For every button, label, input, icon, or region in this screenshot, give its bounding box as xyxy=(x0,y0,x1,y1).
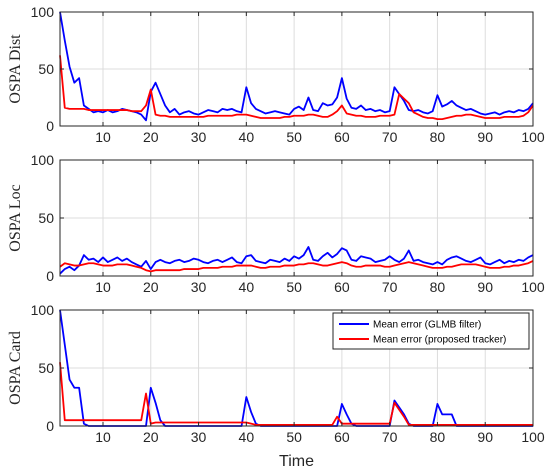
ospa-dist-xtick-label: 90 xyxy=(477,129,493,145)
ospa-card-series-red-line xyxy=(59,362,533,426)
ospa-dist-xtick-label: 30 xyxy=(191,129,207,145)
ospa-card-ytick-label: 100 xyxy=(31,302,55,318)
ospa-card-ytick-label: 0 xyxy=(46,418,54,434)
ospa-loc-series-red-line xyxy=(59,260,534,273)
ospa-dist-panel: 10 20 30 40 50 60 70 80 90 100 0 50 100 OSPA Dist xyxy=(7,4,545,145)
ospa-card-panel: 10 20 30 40 50 60 70 80 90 100 0 50 100 OSPA Card Time… xyxy=(7,302,545,470)
ospa-card-xtick-label: 30 xyxy=(191,429,207,445)
ospa-dist-ytick-label: 100 xyxy=(31,4,55,20)
ospa-dist-xtick-label: 20 xyxy=(143,129,159,145)
ospa-dist-xtick-label: 40 xyxy=(239,129,255,145)
ospa-dist-xtick-label: 70 xyxy=(382,129,398,145)
ospa-card-xtick-label: 60 xyxy=(334,429,350,445)
ospa-loc-xtick-label: 30 xyxy=(191,279,207,295)
ospa-loc-ytick-label: 0 xyxy=(46,268,54,284)
ospa-card-xtick-label: 20 xyxy=(143,429,159,445)
ospa-dist-xtick-label: 50 xyxy=(286,129,302,145)
ospa-loc-xtick-label: 100 xyxy=(521,279,545,295)
ospa-dist-ytick-label: 50 xyxy=(38,61,54,77)
ospa-dist-xtick-label: 80 xyxy=(430,129,446,145)
ospa-card-ytick-label: 50 xyxy=(38,360,54,376)
ospa-card-xtick-label: 50 xyxy=(286,429,302,445)
ospa-loc-xtick-label: 40 xyxy=(239,279,255,295)
ospa-loc-xtick-label: 50 xyxy=(286,279,302,295)
ospa-dist-xtick-label: 10 xyxy=(95,129,111,145)
ospa-dist-series-red-line xyxy=(59,55,534,121)
ospa-dist-xtick-label: 60 xyxy=(334,129,350,145)
ospa-card-xtick-label: 80 xyxy=(430,429,446,445)
ospa-card-xtick-label: 40 xyxy=(239,429,255,445)
ospa-loc-panel: 10 20 30 40 50 60 70 80 90 100 0 50 100 OSPA Loc xyxy=(7,152,545,295)
ospa-card-y-axis-label: OSPA Card xyxy=(7,331,24,405)
ospa-card-xtick-label: 90 xyxy=(477,429,493,445)
ospa-loc-ytick-label: 50 xyxy=(38,210,54,226)
ospa-dist-series-blue-line xyxy=(59,11,534,122)
ospa-card-xtick-label: 10 xyxy=(95,429,111,445)
ospa-card-legend: Mean error (GLMB filter) Mean error (prop… xyxy=(332,312,530,350)
legend-entry-label: Mean error (GLMB filter) xyxy=(373,320,481,331)
ospa-loc-y-axis-label: OSPA Loc xyxy=(7,184,24,251)
ospa-loc-xtick-label: 60 xyxy=(334,279,350,295)
ospa-dist-xtick-label: 100 xyxy=(521,129,545,145)
ospa-card-xtick-label: 100 xyxy=(521,429,545,445)
legend-box xyxy=(332,312,530,350)
ospa-loc-xtick-label: 80 xyxy=(430,279,446,295)
ospa-loc-xtick-label: 70 xyxy=(382,279,398,295)
ospa-loc-xtick-label: 20 xyxy=(143,279,159,295)
ospa-loc-ytick-label: 100 xyxy=(31,152,55,168)
ospa-loc-xtick-label: 10 xyxy=(95,279,111,295)
ospa-loc-xtick-label: 90 xyxy=(477,279,493,295)
legend-entry-label: Mean error (proposed tracker) xyxy=(373,335,506,346)
ospa-dist-y-axis-label: OSPA Dist xyxy=(7,34,24,104)
ospa-card-x-axis-label: Time xyxy=(279,453,314,470)
ospa-loc-series-blue-line xyxy=(59,246,534,275)
ospa-dist-ytick-label: 0 xyxy=(46,118,54,134)
ospa-card-xtick-label: 70 xyxy=(382,429,398,445)
